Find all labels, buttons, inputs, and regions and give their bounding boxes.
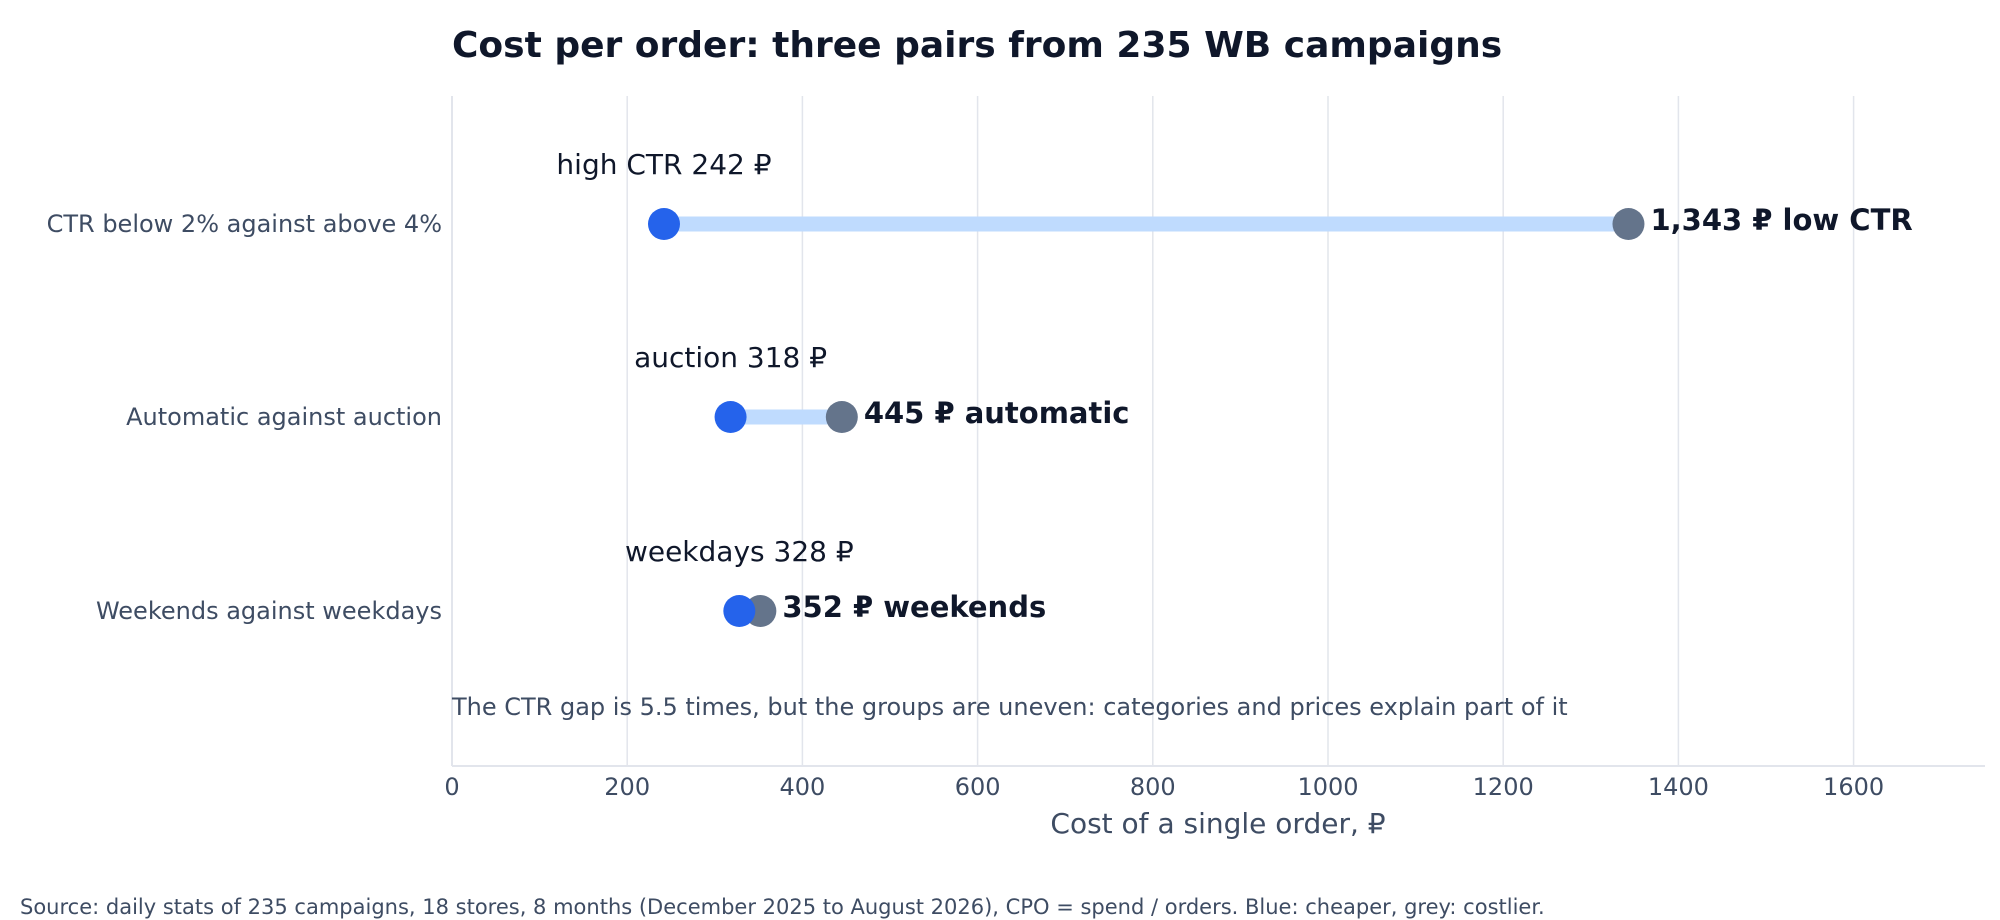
grid-lines (626, 96, 1855, 766)
x-tick-labels: 0 200 400 600 800 1000 1200 1400 1600 (444, 773, 1884, 801)
pair-row: Weekends against weekdays weekdays 328 ₽ 3… (96, 535, 1046, 627)
source-note: Source: daily stats of 235 campaigns, 18… (20, 895, 1545, 919)
category-label: Automatic against auction (126, 403, 442, 431)
category-label: CTR below 2% against above 4% (47, 210, 442, 238)
category-label: Weekends against weekdays (96, 597, 442, 625)
x-tick-label: 200 (604, 773, 650, 801)
costlier-value-label: 1,343 ₽ low CTR (1650, 203, 1912, 237)
dumbbell-pairs: CTR below 2% against above 4% high CTR 24… (47, 148, 1913, 627)
cheaper-value-label: auction 318 ₽ (634, 341, 827, 374)
cheaper-point (647, 208, 680, 240)
x-tick-label: 1400 (1648, 773, 1709, 801)
x-tick-label: 0 (444, 773, 459, 801)
pair-row: Automatic against auction auction 318 ₽ 44… (126, 341, 1130, 433)
chart-title: Cost per order: three pairs from 235 WB … (452, 25, 1502, 66)
cheaper-point (714, 401, 747, 433)
x-tick-label: 1600 (1823, 773, 1884, 801)
cheaper-value-label: weekdays 328 ₽ (625, 535, 854, 568)
x-tick-label: 400 (779, 773, 825, 801)
x-tick-label: 1200 (1473, 773, 1534, 801)
costlier-value-label: 445 ₽ automatic (864, 396, 1130, 430)
pair-row: CTR below 2% against above 4% high CTR 24… (47, 148, 1913, 240)
x-tick-label: 800 (1130, 773, 1176, 801)
x-axis-title: Cost of a single order, ₽ (1050, 807, 1385, 840)
costlier-point (825, 401, 858, 433)
x-tick-label: 1000 (1297, 773, 1358, 801)
cheaper-value-label: high CTR 242 ₽ (556, 148, 771, 181)
chart-annotation: The CTR gap is 5.5 times, but the groups… (451, 693, 1568, 721)
costlier-point (1612, 208, 1645, 240)
cheaper-point (723, 595, 756, 627)
costlier-value-label: 352 ₽ weekends (782, 590, 1046, 624)
x-tick-label: 600 (955, 773, 1001, 801)
